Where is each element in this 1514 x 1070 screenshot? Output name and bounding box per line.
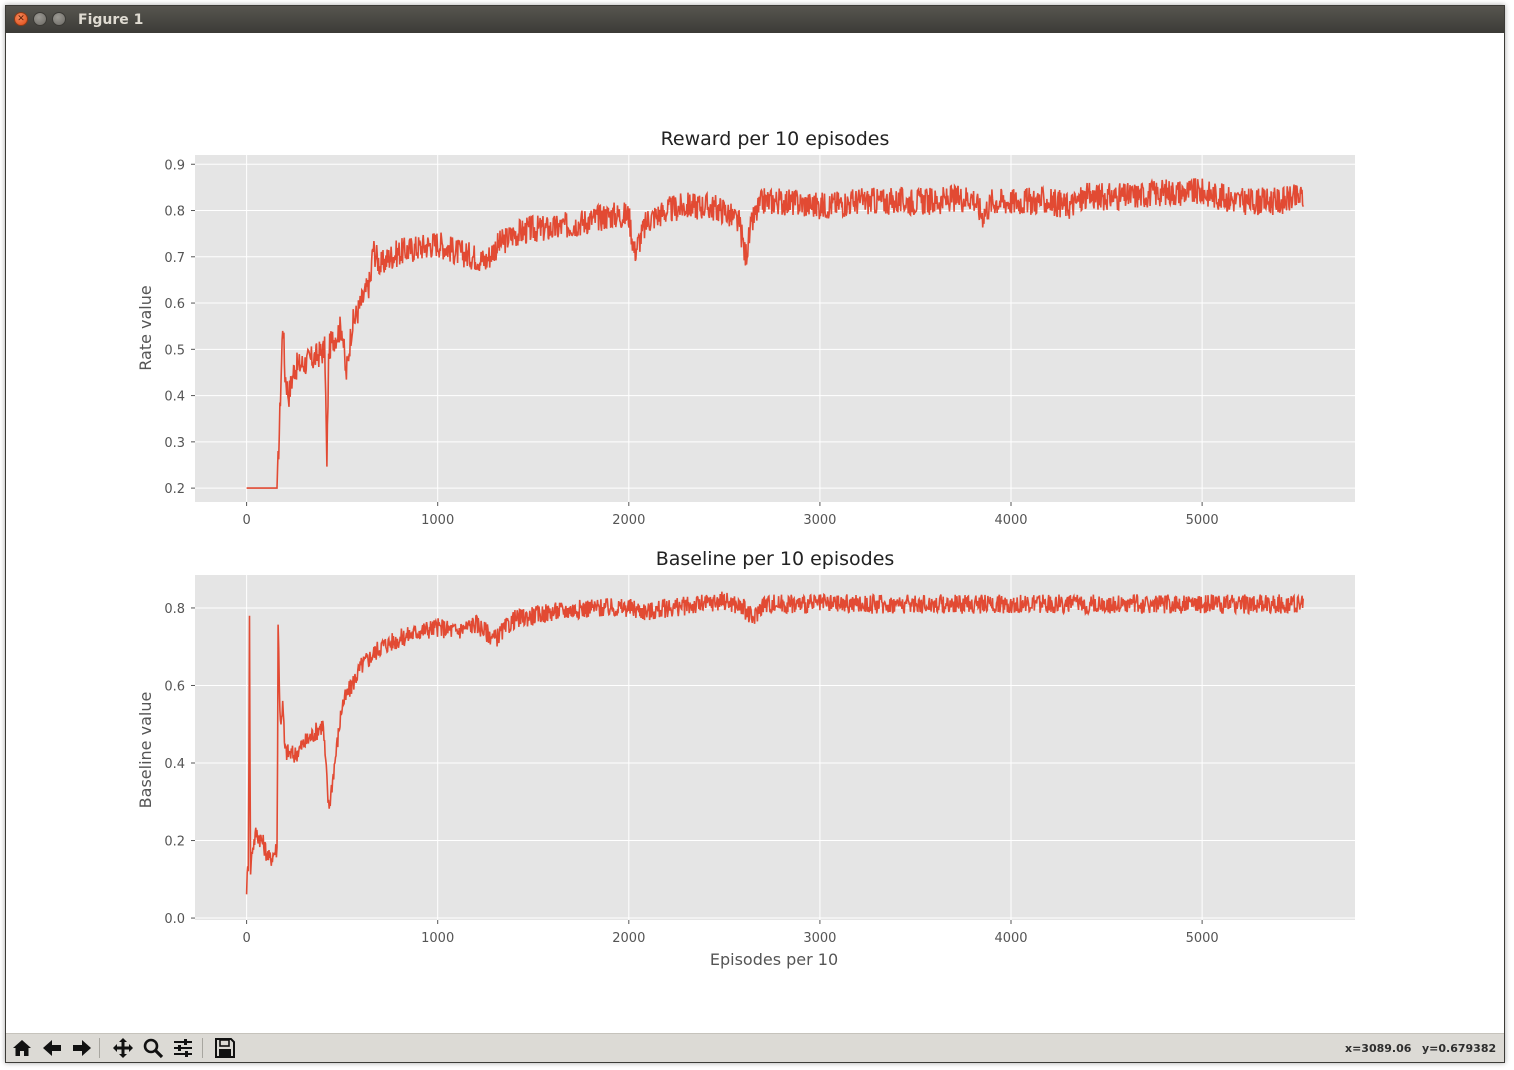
configure-subplots-button[interactable]	[170, 1037, 196, 1059]
title-bar: ✕ Figure 1	[6, 6, 1504, 33]
y-tick-label: 0.2	[164, 482, 185, 497]
x-tick-label: 5000	[1186, 931, 1219, 946]
chart-title: Baseline per 10 episodes	[656, 548, 895, 570]
pan-button[interactable]	[110, 1037, 136, 1059]
back-button[interactable]	[39, 1037, 65, 1059]
grid-lines	[195, 575, 1355, 920]
x-tick-label: 0	[242, 931, 250, 946]
y-axis-label: Rate value	[136, 285, 155, 370]
y-ticks: 0.2 0.3 0.4 0.5 0.6 0.7 0.8 0.9	[164, 158, 195, 497]
y-ticks: 0.0 0.2 0.4 0.6 0.8	[164, 602, 195, 927]
chart-title: Reward per 10 episodes	[661, 128, 890, 150]
zoom-icon	[143, 1038, 164, 1059]
y-tick-label: 0.4	[164, 757, 185, 772]
home-icon	[13, 1040, 31, 1056]
figure-svg: 0.2 0.3 0.4 0.5 0.6 0.7 0.8 0.9 0 1000 2000 3000 40…	[136, 128, 1355, 969]
forward-button[interactable]	[69, 1037, 95, 1059]
y-axis-label: Baseline value	[136, 692, 155, 809]
maximize-window-button[interactable]	[52, 12, 66, 26]
axes-background	[195, 575, 1355, 920]
series-line	[246, 178, 1304, 489]
series-line	[245, 591, 1304, 895]
window-title: Figure 1	[78, 12, 144, 28]
y-tick-label: 0.6	[164, 679, 185, 694]
y-tick-label: 0.3	[164, 436, 185, 451]
x-tick-label: 1000	[421, 931, 454, 946]
x-tick-label: 5000	[1186, 513, 1219, 528]
close-window-button[interactable]: ✕	[14, 12, 28, 26]
y-tick-label: 0.8	[164, 602, 185, 617]
cursor-x-readout: x=3089.06	[1345, 1042, 1412, 1055]
zoom-button[interactable]	[140, 1037, 166, 1059]
y-tick-label: 0.4	[164, 390, 185, 405]
home-button[interactable]	[9, 1037, 35, 1059]
subplot-baseline: 0.0 0.2 0.4 0.6 0.8 0 1000 2000 3000 4000 5000 Ba…	[136, 548, 1355, 969]
y-tick-label: 0.6	[164, 297, 185, 312]
minimize-window-button[interactable]	[33, 12, 47, 26]
x-tick-label: 3000	[803, 513, 836, 528]
save-icon	[215, 1038, 235, 1058]
x-axis-label: Episodes per 10	[710, 950, 838, 969]
x-tick-label: 3000	[803, 931, 836, 946]
y-tick-label: 0.9	[164, 158, 185, 173]
y-tick-label: 0.5	[164, 343, 185, 358]
y-tick-label: 0.0	[164, 912, 185, 927]
x-tick-label: 4000	[994, 931, 1027, 946]
back-arrow-icon	[43, 1040, 61, 1056]
forward-arrow-icon	[73, 1040, 91, 1056]
x-ticks: 0 1000 2000 3000 4000 5000	[242, 920, 1219, 946]
toolbar-separator	[99, 1038, 100, 1058]
figure-canvas[interactable]: 0.2 0.3 0.4 0.5 0.6 0.7 0.8 0.9 0 1000 2000 3000 40…	[6, 33, 1504, 1033]
x-tick-label: 2000	[612, 931, 645, 946]
x-tick-label: 0	[242, 513, 250, 528]
y-tick-label: 0.8	[164, 205, 185, 220]
configure-subplots-icon	[174, 1039, 192, 1057]
y-tick-label: 0.7	[164, 251, 185, 266]
toolbar-separator	[202, 1038, 203, 1058]
x-tick-label: 4000	[994, 513, 1027, 528]
y-tick-label: 0.2	[164, 835, 185, 850]
navigation-toolbar: x=3089.06 y=0.679382	[6, 1033, 1504, 1062]
axes-background	[195, 155, 1355, 502]
cursor-y-readout: y=0.679382	[1422, 1042, 1497, 1055]
x-tick-label: 1000	[421, 513, 454, 528]
x-ticks: 0 1000 2000 3000 4000 5000	[242, 502, 1219, 528]
x-tick-label: 2000	[612, 513, 645, 528]
subplot-reward: 0.2 0.3 0.4 0.5 0.6 0.7 0.8 0.9 0 1000 2000 3000 40…	[136, 128, 1355, 528]
pan-icon	[113, 1038, 133, 1058]
save-button[interactable]	[212, 1037, 238, 1059]
figure-window: ✕ Figure 1 0.2 0.3 0.4 0.5 0.6 0.7 0.8 0.9 0 100…	[5, 5, 1505, 1063]
